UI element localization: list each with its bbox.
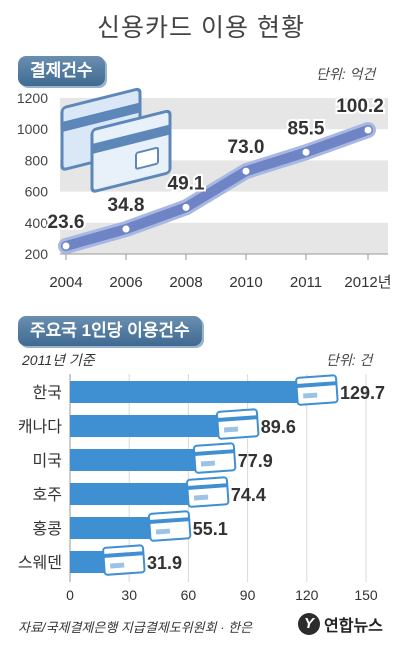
card-icon-body <box>295 374 339 406</box>
data-label: 85.5 <box>288 118 325 139</box>
source-note: 자료/국제결제은행 지급결제도위원회 · 한은 <box>18 620 253 635</box>
data-label: 100.2 <box>336 96 384 117</box>
data-label: 77.9 <box>238 451 273 471</box>
subtitle-year-basis: 2011년 기준 <box>22 352 95 368</box>
y-tick-label: 1200 <box>17 90 48 106</box>
data-label: 31.9 <box>147 553 182 573</box>
x-tick-label: 120 <box>295 587 319 603</box>
series-line <box>61 125 373 251</box>
category-label: 스웨덴 <box>18 554 62 572</box>
data-label: 73.0 <box>228 137 265 158</box>
card-icon-stripe <box>103 551 144 558</box>
bar <box>70 483 217 505</box>
section-badge-payments: 결제건수 <box>18 56 105 86</box>
x-tick-label: 150 <box>354 587 378 603</box>
x-tick-label: 90 <box>240 587 256 603</box>
data-label: 74.4 <box>231 485 266 505</box>
bar <box>70 381 326 403</box>
card-icon-chip <box>200 460 216 467</box>
data-label: 55.1 <box>193 519 228 539</box>
line-chart: 200 400 600 800 1000 1200 23.6 34.8 49.1 73.0 85.… <box>17 87 392 291</box>
section-badge-per-capita: 주요국 1인당 이용건수 <box>18 316 202 346</box>
x-tick-label: 2008 <box>169 274 202 291</box>
data-label: 34.8 <box>108 195 145 216</box>
data-point <box>242 167 250 175</box>
data-point <box>302 148 310 156</box>
card-icon-body <box>192 442 237 474</box>
y-tick-label: 1000 <box>17 121 48 137</box>
card-icon <box>295 374 339 406</box>
bar <box>70 449 224 471</box>
card-icon-stripe <box>187 483 228 490</box>
card-icon-chip <box>303 392 318 399</box>
card-icon <box>186 476 230 508</box>
y-tick-label: 200 <box>25 246 49 262</box>
x-tick-label: 2010 <box>229 274 262 291</box>
publisher-logo: Y 연합뉴스 <box>298 612 383 636</box>
bar <box>70 415 247 437</box>
y-tick-label: 600 <box>25 184 49 200</box>
x-tick-label: 30 <box>121 587 137 603</box>
card-illustration <box>60 87 172 193</box>
y-tick-label: 800 <box>25 152 49 168</box>
x-tick-label: 2004 <box>49 274 82 291</box>
category-label: 호주 <box>33 487 62 504</box>
data-point <box>62 242 70 250</box>
card-icon <box>192 442 237 474</box>
category-label: 캐나다 <box>18 418 62 436</box>
unit-label-per-capita: 단위: 건 <box>326 352 373 368</box>
x-tick-label: 2011 <box>290 274 322 291</box>
card-icon-stripe <box>149 517 190 524</box>
x-tick-label: 0 <box>66 587 74 603</box>
x-tick-label: 60 <box>181 587 197 603</box>
card-icon <box>147 510 192 542</box>
logo-mark-icon: Y <box>298 613 320 635</box>
card-icon-body <box>216 408 260 440</box>
category-label: 홍콩 <box>33 520 62 538</box>
unit-label-payments: 단위: 억건 <box>316 66 376 82</box>
data-label: 49.1 <box>168 173 205 194</box>
card-icon-body <box>147 510 192 542</box>
data-label: 23.6 <box>48 212 85 233</box>
page-title: 신용카드 이용 현황 <box>97 14 305 42</box>
data-label: 89.6 <box>261 417 296 437</box>
card-icon-chip <box>193 494 209 501</box>
card-icon-chip <box>155 528 171 535</box>
card-icon-chip <box>223 426 239 433</box>
data-point <box>182 203 190 211</box>
x-tick-label: 2006 <box>109 274 142 291</box>
card-icon-chip <box>110 562 125 569</box>
category-label: 한국 <box>33 384 62 402</box>
card-icon-stripe <box>217 415 258 422</box>
card-icon-stripe <box>194 449 235 456</box>
data-point <box>364 126 372 134</box>
card-icon-stripe <box>296 381 337 388</box>
card-icon-body <box>186 476 230 508</box>
card-icon <box>102 544 146 576</box>
y-tick-label: 400 <box>25 215 49 231</box>
card-icon-body <box>102 544 146 576</box>
data-point <box>122 225 130 233</box>
card-icon <box>216 408 260 440</box>
data-label: 129.7 <box>340 383 385 403</box>
logo-text: 연합뉴스 <box>324 618 383 635</box>
category-label: 미국 <box>33 452 62 470</box>
x-tick-label: 2012년 <box>344 274 391 291</box>
